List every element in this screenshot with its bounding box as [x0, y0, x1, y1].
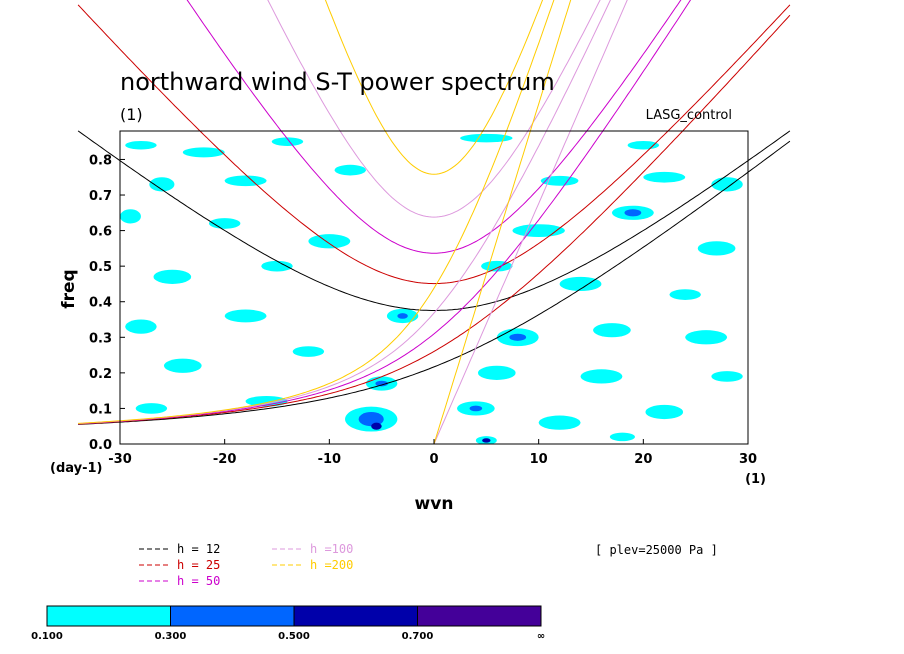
- power-patch-28: [509, 333, 527, 341]
- power-patch-4: [627, 140, 660, 150]
- dispersion-curve-h25-2: [78, 14, 791, 425]
- colorbar-label: 0.500: [278, 631, 310, 642]
- power-patch-30: [685, 330, 728, 345]
- power-patch-29: [593, 323, 631, 338]
- legend-label: h = 12: [177, 542, 220, 556]
- power-patch-16: [624, 209, 642, 217]
- power-patch-31: [163, 358, 202, 373]
- power-patch-36: [580, 369, 623, 384]
- power-patch-26: [397, 313, 408, 319]
- power-patch-37: [711, 371, 743, 382]
- y-tick-label: 0.6: [89, 225, 112, 240]
- power-patch-21: [559, 276, 602, 292]
- colorbar-label: 0.300: [155, 631, 187, 642]
- colorbar-label: 0.100: [31, 631, 63, 642]
- y-tick-label: 0.8: [89, 153, 112, 168]
- x-tick-label: 10: [530, 452, 548, 467]
- power-patch-3: [460, 133, 513, 143]
- x-tick-label: -20: [213, 452, 237, 467]
- dispersion-curve-h200-1: [324, 0, 544, 175]
- power-patch-7: [334, 164, 366, 176]
- chart-title: northward wind S-T power spectrum: [120, 68, 555, 96]
- colorbar: 0.100 0.300 0.500 0.700 ∞: [31, 605, 545, 642]
- x-tick-label: 0: [429, 452, 438, 467]
- power-patch-39: [245, 395, 288, 407]
- power-patch-11: [120, 209, 141, 224]
- x-axis-label: wvn: [415, 494, 454, 514]
- power-patch-17: [697, 241, 736, 256]
- y-tick-label: 0.4: [89, 296, 112, 311]
- x-tick-label: 30: [739, 452, 757, 467]
- dispersion-curve-h200-2: [78, 0, 555, 424]
- colorbar-label: 0.700: [402, 631, 434, 642]
- colorbar-segment: [417, 605, 542, 627]
- legend-label: h = 25: [177, 558, 220, 572]
- dispersion-curve-h200-0: [433, 0, 572, 445]
- dispersion-curves: [77, 0, 791, 445]
- colorbar-segment: [46, 605, 171, 627]
- power-patch-13: [308, 234, 351, 249]
- dispersion-curve-h50-1: [186, 0, 682, 254]
- power-patch-24: [224, 309, 267, 323]
- power-patch-20: [481, 260, 513, 272]
- y-tick-label: 0.3: [89, 331, 112, 346]
- y-axis-label: freq: [59, 269, 79, 308]
- plev-annotation: [ plev=25000 Pa ]: [595, 543, 718, 557]
- colorbar-segment: [293, 605, 418, 627]
- x-tick-label: -30: [108, 452, 132, 467]
- power-patch-41: [358, 411, 384, 427]
- y-tick-label: 0.5: [89, 260, 112, 275]
- power-patch-8: [540, 175, 579, 186]
- dispersion-curve-h100-0: [433, 0, 628, 445]
- x-tick-label: -10: [318, 452, 342, 467]
- y-tick-label: 0.1: [89, 402, 112, 417]
- y-tick-label: 0.2: [89, 367, 112, 382]
- y-tick-label: 0.0: [89, 438, 112, 453]
- power-contours: [120, 133, 743, 444]
- power-patch-42: [371, 422, 382, 430]
- power-patch-46: [645, 404, 684, 420]
- power-patch-18: [153, 269, 192, 284]
- power-patch-34: [375, 380, 388, 387]
- power-patch-0: [125, 140, 157, 150]
- power-patch-23: [125, 319, 157, 334]
- legend-label: h =100: [310, 542, 353, 556]
- power-patch-45: [538, 415, 581, 430]
- power-patch-44: [469, 405, 483, 412]
- power-patch-9: [643, 171, 686, 183]
- dispersion-curve-h12-2: [78, 140, 791, 425]
- power-patch-5: [149, 177, 175, 192]
- power-patch-49: [609, 432, 635, 442]
- x-tick-label: 20: [634, 452, 652, 467]
- dispersion-curve-h25-1: [77, 4, 791, 285]
- legend-label: h = 50: [177, 574, 220, 588]
- power-patch-1: [182, 147, 225, 158]
- legend-label: h =200: [310, 558, 353, 572]
- power-patch-2: [271, 137, 304, 146]
- x-axis-ticks: -30 -20 -10 0 10 20 30: [108, 439, 757, 467]
- power-patch-32: [292, 346, 325, 357]
- x-unit-right: (1): [745, 472, 766, 487]
- curve-legend: h = 12 h = 25 h = 50 h =100 h =200: [139, 542, 353, 588]
- dispersion-curve-h100-1: [267, 0, 601, 218]
- power-patch-35: [477, 365, 516, 380]
- subtitle-right: LASG_control: [646, 108, 732, 123]
- power-patch-6: [224, 175, 267, 187]
- colorbar-segment: [170, 605, 295, 627]
- subtitle-left: (1): [120, 105, 143, 124]
- power-patch-48: [482, 438, 491, 443]
- power-patch-19: [261, 260, 293, 272]
- dispersion-curve-h12-1: [77, 130, 791, 311]
- y-tick-label: 0.7: [89, 189, 112, 204]
- x-unit-left: (day-1): [50, 461, 102, 476]
- power-patch-22: [669, 289, 701, 300]
- power-patch-38: [135, 403, 168, 414]
- dispersion-curve-h50-2: [78, 0, 692, 425]
- y-axis-ticks: 0.0 0.1 0.2 0.3 0.4 0.5 0.6 0.7 0.8: [89, 153, 125, 453]
- colorbar-label: ∞: [537, 631, 545, 642]
